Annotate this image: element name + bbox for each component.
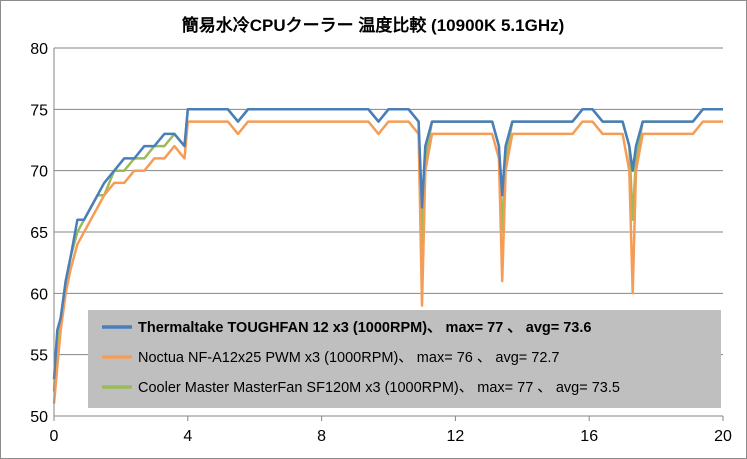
y-tick-label-65: 65 xyxy=(30,225,48,242)
x-tick-label-0: 0 xyxy=(50,428,59,445)
legend-box xyxy=(88,310,721,408)
y-tick-label-75: 75 xyxy=(30,102,48,119)
x-tick-label-4: 4 xyxy=(183,428,192,445)
legend-label-2: Cooler Master MasterFan SF120M x3 (1000R… xyxy=(138,380,620,396)
y-tick-label-70: 70 xyxy=(30,164,48,181)
legend-label-0: Thermaltake TOUGHFAN 12 x3 (1000RPM)、 ma… xyxy=(138,320,591,336)
y-tick-label-50: 50 xyxy=(30,409,48,426)
y-tick-label-55: 55 xyxy=(30,348,48,365)
series-line-0 xyxy=(52,108,723,380)
x-tick-label-20: 20 xyxy=(714,428,732,445)
y-tick-label-80: 80 xyxy=(30,41,48,58)
series-line-1 xyxy=(52,120,723,404)
x-tick-label-16: 16 xyxy=(580,428,598,445)
y-tick-label-60: 60 xyxy=(30,286,48,303)
x-tick-label-12: 12 xyxy=(447,428,465,445)
x-tick-label-8: 8 xyxy=(317,428,326,445)
legend-label-1: Noctua NF-A12x25 PWM x3 (1000RPM)、 max= … xyxy=(138,350,559,366)
chart-title: 簡易水冷CPUクーラー 温度比較 (10900K 5.1GHz) xyxy=(181,15,565,35)
